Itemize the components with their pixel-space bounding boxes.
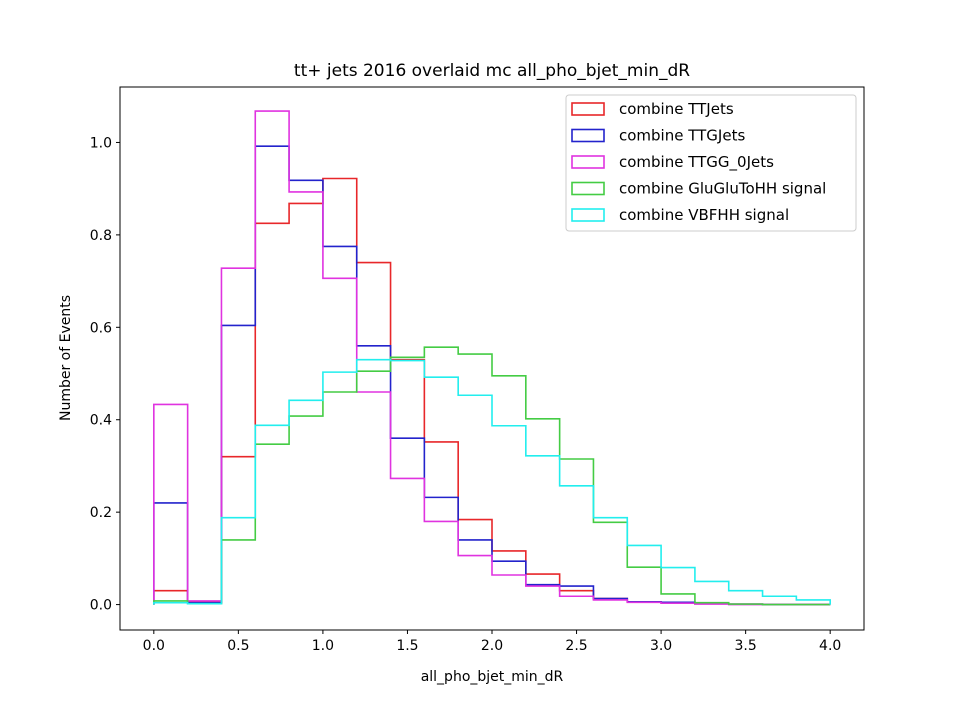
x-tick-label: 1.5 <box>396 638 418 654</box>
x-tick-label: 2.0 <box>481 638 503 654</box>
legend-swatch <box>571 208 605 222</box>
legend-swatch <box>571 181 605 196</box>
chart-title: tt+ jets 2016 overlaid mc all_pho_bjet_m… <box>294 61 690 81</box>
x-tick-label: 3.0 <box>650 638 672 654</box>
legend-swatch <box>571 102 605 116</box>
legend-swatch <box>571 155 605 169</box>
x-tick-label: 3.5 <box>735 638 757 654</box>
y-tick-label: 1.0 <box>90 135 112 151</box>
y-tick-label: 0.8 <box>90 228 112 244</box>
x-axis-label: all_pho_bjet_min_dR <box>421 669 564 685</box>
legend-label: combine TTGG_0Jets <box>619 153 774 172</box>
y-tick-label: 0.6 <box>90 320 112 336</box>
y-axis-label: Number of Events <box>58 295 74 421</box>
x-tick-label: 1.0 <box>312 638 334 654</box>
y-axis: 0.0 0.2 0.4 0.6 0.8 1.0 <box>90 135 120 614</box>
legend-box <box>565 94 857 232</box>
legend-label: combine GluGluToHH signal <box>619 180 826 198</box>
legend-label: combine TTJets <box>619 100 734 118</box>
legend-swatch <box>571 128 605 143</box>
histogram-series-4 <box>153 358 831 605</box>
legend-label: combine VBFHH signal <box>619 206 789 224</box>
y-tick-label: 0.0 <box>90 598 112 614</box>
y-tick-label: 0.2 <box>90 505 112 521</box>
x-tick-label: 2.5 <box>565 638 587 654</box>
legend: combine TTJets combine TTGJets combine TTG… <box>565 94 857 232</box>
x-axis: 0.0 0.5 1.0 1.5 2.0 2.5 3.0 3.5 4.0 <box>143 630 841 654</box>
plot-area <box>153 110 831 606</box>
legend-label: combine TTGJets <box>619 127 745 145</box>
x-tick-label: 4.0 <box>819 638 841 654</box>
x-tick-label: 0.0 <box>143 638 165 654</box>
x-tick-label: 0.5 <box>227 638 249 654</box>
histogram-series-2 <box>153 110 831 606</box>
y-tick-label: 0.4 <box>90 413 112 429</box>
